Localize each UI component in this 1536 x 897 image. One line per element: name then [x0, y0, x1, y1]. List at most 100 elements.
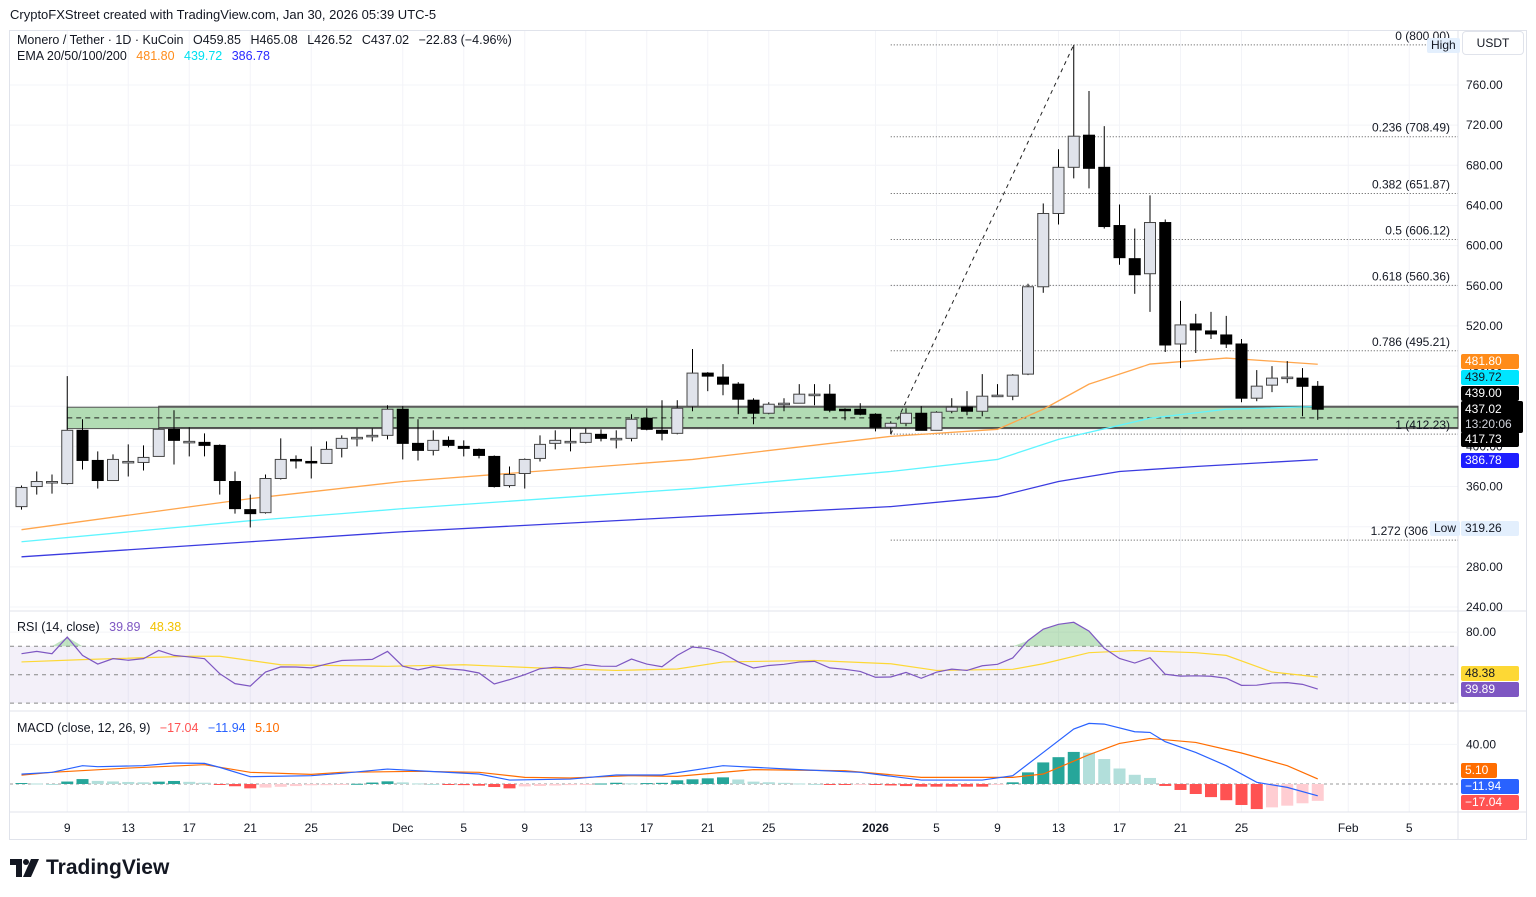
tradingview-logo[interactable]: TradingView: [10, 856, 169, 880]
time-axis-tick: 21: [244, 821, 258, 835]
ema-label[interactable]: EMA 20/50/100/200: [17, 49, 127, 63]
macd-histogram-bar: [1144, 777, 1156, 784]
macd-histogram-bar: [640, 783, 653, 785]
time-axis-tick: Feb: [1338, 821, 1359, 835]
macd-axis-tick: 40.00: [1466, 737, 1496, 751]
candle-up: [1281, 376, 1294, 380]
fib-level-label: 0.236 (708.49): [1372, 121, 1450, 135]
fib-level-label: 1 (412.23): [1395, 418, 1450, 432]
macd-histogram-bar: [1113, 768, 1126, 784]
price-axis-tick: 760.00: [1466, 78, 1503, 92]
candle-up: [46, 481, 58, 484]
last-price: 437.02: [1465, 402, 1502, 416]
candle-down: [1220, 334, 1233, 345]
price-axis-tick: 520.00: [1466, 319, 1503, 333]
macd-histogram-bar: [839, 784, 851, 785]
macd-histogram-bar: [549, 784, 562, 786]
symbol-name[interactable]: Monero / Tether · 1D · KuCoin: [17, 33, 184, 47]
candle-down: [1235, 343, 1248, 399]
candle-up: [671, 407, 684, 434]
macd-histogram-bar: [610, 782, 623, 784]
macd-histogram-bar: [625, 783, 638, 785]
macd-histogram-bar: [335, 784, 348, 785]
macd-histogram-bar: [930, 784, 943, 787]
candle-up: [610, 437, 623, 441]
macd-hist-tag: −17.04: [1461, 795, 1519, 810]
macd-histogram-bar: [701, 778, 714, 784]
macd-histogram-bar: [778, 782, 790, 784]
price-axis-tick: 360.00: [1466, 480, 1503, 494]
macd-histogram-bar: [1281, 784, 1294, 806]
macd-label[interactable]: MACD (close, 12, 26, 9): [17, 721, 151, 735]
candle-down: [595, 433, 607, 439]
macd-histogram-bar: [671, 780, 684, 784]
candle-down: [76, 429, 89, 461]
macd-histogram-bar: [564, 784, 577, 786]
candle-up: [1067, 135, 1080, 168]
price-axis-tick: 600.00: [1466, 239, 1503, 253]
zone-bottom-price-tag: 417.73: [1461, 432, 1519, 447]
time-axis-tick: 13: [1052, 821, 1066, 835]
macd-histogram-bar: [412, 783, 424, 785]
macd-histogram-bar: [1174, 784, 1187, 790]
time-axis-tick: 13: [122, 821, 136, 835]
candle-down: [1159, 222, 1172, 346]
macd-histogram-bar: [1250, 784, 1263, 810]
macd-histogram-bar: [747, 781, 760, 784]
ema100-line: [21, 459, 1318, 558]
macd-signal-tag: 5.10: [1461, 763, 1497, 778]
macd-histogram-bar: [274, 784, 287, 787]
candle-up: [945, 406, 958, 412]
macd-histogram-bar: [1311, 784, 1324, 801]
rsi-overbought-fill: [21, 622, 1318, 647]
currency-button[interactable]: USDT: [1462, 31, 1524, 55]
macd-histogram-bar: [1067, 751, 1080, 784]
macd-histogram-bar: [1022, 772, 1034, 784]
candle-up: [152, 428, 165, 457]
candle-down: [839, 408, 851, 412]
macd-histogram-bar: [1098, 759, 1111, 784]
ohlc-close: C437.02: [361, 33, 410, 47]
macd-histogram-bar: [1296, 784, 1309, 804]
rsi-label[interactable]: RSI (14, close): [17, 620, 100, 634]
bar-countdown: 13:20:06: [1465, 417, 1512, 431]
macd-histogram-bar: [15, 783, 28, 785]
macd-histogram-bar: [137, 782, 150, 784]
candle-up: [503, 473, 516, 487]
candle-up: [534, 443, 546, 459]
candle-down: [854, 408, 867, 415]
macd-histogram-bar: [46, 784, 58, 785]
macd-histogram-bar: [503, 784, 516, 789]
candle-up: [1144, 222, 1156, 275]
macd-histogram-bar: [762, 782, 775, 784]
macd-histogram-bar: [884, 784, 897, 786]
candle-down: [1098, 166, 1111, 228]
ema50-line: [21, 405, 1318, 543]
high-tag: High: [1427, 38, 1460, 53]
macd-histogram-bar: [915, 784, 928, 787]
time-axis-tick: 2026: [862, 821, 889, 835]
candle-up: [107, 458, 119, 482]
fib-level-label: 0.382 (651.87): [1372, 178, 1450, 192]
macd-histogram-bar: [1037, 762, 1050, 784]
time-axis-tick: 13: [579, 821, 593, 835]
macd-histogram-bar: [1205, 784, 1217, 798]
ema-legend: EMA 20/50/100/200 481.80 439.72 386.78: [17, 49, 276, 63]
candle-up: [259, 478, 272, 514]
time-axis-tick: 17: [640, 821, 654, 835]
macd-histogram-bar: [76, 779, 89, 784]
ohlc-low: L426.52: [307, 33, 353, 47]
macd-histogram-bar: [30, 783, 43, 785]
candle-up: [274, 458, 287, 480]
candle-down: [396, 408, 409, 444]
price-axis-tick: 280.00: [1466, 560, 1503, 574]
macd-histogram-bar: [427, 783, 440, 785]
low-price-tag: 319.26: [1461, 521, 1519, 536]
rsi-ma-line: [21, 649, 1318, 678]
macd-histogram-bar: [320, 784, 333, 786]
candle-down: [1205, 330, 1217, 335]
last-price-tag: 437.02 13:20:06: [1461, 401, 1523, 433]
fib-level-label: 0.618 (560.36): [1372, 269, 1450, 283]
time-axis-tick: 25: [762, 821, 776, 835]
